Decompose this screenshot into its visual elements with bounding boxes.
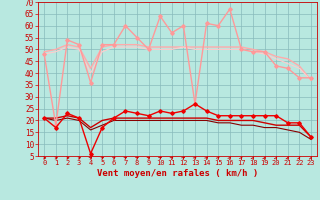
X-axis label: Vent moyen/en rafales ( km/h ): Vent moyen/en rafales ( km/h )	[97, 169, 258, 178]
